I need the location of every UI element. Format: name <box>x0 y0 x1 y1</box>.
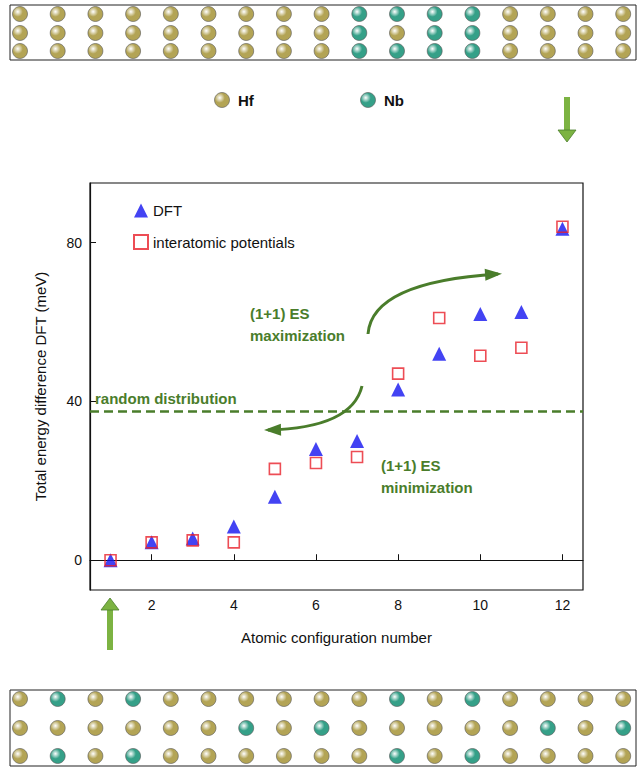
svg-text:Hf: Hf <box>238 92 255 109</box>
svg-text:4: 4 <box>230 597 238 613</box>
svg-text:Atomic configuration number: Atomic configuration number <box>241 629 432 646</box>
svg-text:10: 10 <box>473 597 489 613</box>
svg-text:random distribution: random distribution <box>95 390 237 407</box>
svg-text:12: 12 <box>555 597 571 613</box>
svg-text:0: 0 <box>74 552 82 568</box>
svg-text:2: 2 <box>148 597 156 613</box>
svg-text:maximization: maximization <box>250 327 345 344</box>
svg-text:(1+1) ES: (1+1) ES <box>250 305 310 322</box>
svg-text:6: 6 <box>312 597 320 613</box>
svg-text:interatomic potentials: interatomic potentials <box>153 234 295 251</box>
svg-text:8: 8 <box>394 597 402 613</box>
svg-text:(1+1) ES: (1+1) ES <box>381 457 441 474</box>
svg-text:40: 40 <box>66 393 82 409</box>
svg-text:minimization: minimization <box>381 479 473 496</box>
svg-text:80: 80 <box>66 235 82 251</box>
svg-text:Nb: Nb <box>384 92 404 109</box>
svg-text:Total energy difference DFT (m: Total energy difference DFT (meV) <box>32 272 49 502</box>
svg-text:DFT: DFT <box>153 202 182 219</box>
